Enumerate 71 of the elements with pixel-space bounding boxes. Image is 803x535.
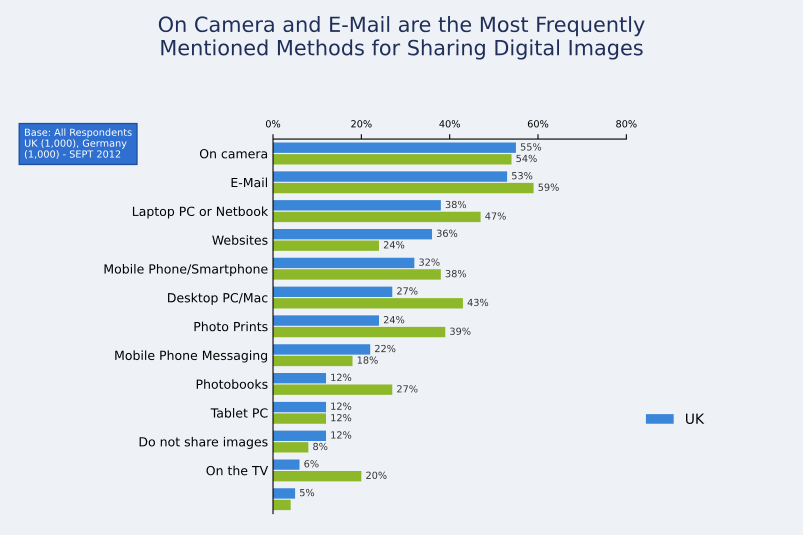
x-tick-label: 20% [351, 120, 372, 128]
data-label: 38% [446, 270, 466, 278]
x-tick-label: 0% [266, 120, 280, 128]
bar [273, 344, 370, 355]
data-label: 5% [300, 488, 314, 496]
bar [273, 326, 446, 338]
legend-label: UK [686, 414, 704, 424]
bar [273, 298, 463, 308]
bar [273, 258, 414, 268]
y-tick-label: On the TV [206, 466, 268, 476]
data-label: 47% [485, 212, 506, 220]
y-tick-label: Websites [212, 235, 268, 245]
y-tick-label: Tablet PC [210, 408, 268, 418]
data-label: 27% [397, 287, 418, 295]
y-tick-label: Photo Prints [194, 322, 268, 332]
bar [273, 269, 441, 280]
bar [273, 200, 441, 211]
y-tick-label: Mobile Phone Messaging [115, 350, 268, 363]
data-label: 43% [468, 298, 488, 306]
data-label: 24% [384, 316, 404, 324]
data-label: 39% [450, 328, 471, 335]
y-tick-label: Photobooks [196, 379, 268, 389]
bar [273, 228, 432, 240]
bar [273, 488, 296, 499]
bar [273, 171, 508, 182]
y-tick-label: Mobile Phone/Smartphone [104, 264, 268, 276]
data-label: 20% [366, 472, 387, 479]
y-tick-label: On camera [200, 148, 268, 158]
bar [273, 373, 326, 384]
bar [273, 430, 326, 442]
data-label: 18% [358, 356, 378, 364]
x-tick-label: 40% [439, 120, 460, 128]
x-tick-label: 80% [616, 120, 637, 128]
bar [273, 212, 481, 222]
data-label: 22% [375, 344, 396, 352]
bar [273, 470, 362, 482]
data-label: 54% [516, 154, 537, 162]
data-label: 24% [384, 241, 404, 249]
data-label: 55% [520, 143, 542, 151]
data-label: 12% [331, 402, 352, 410]
bar [273, 459, 300, 470]
y-tick-label: Desktop PC/Mac [168, 292, 268, 305]
text: Base: All Respondents UK (1,000), Germany (1,000) - SEPT 2012 [24, 128, 132, 159]
data-label: 12% [331, 374, 352, 382]
bar [273, 500, 291, 510]
bar [273, 402, 326, 412]
bar [273, 182, 534, 194]
bar [273, 356, 353, 366]
bar [273, 154, 512, 164]
bar [273, 384, 392, 395]
data-label: 12% [331, 431, 352, 439]
bar [273, 315, 380, 326]
data-label: 38% [446, 200, 466, 208]
data-label: 27% [397, 385, 418, 393]
chart-title: On Camera and E-Mail are the Most Frequently Mentioned Methods for Sharing Digital Images [158, 16, 645, 60]
y-tick-label: Do not share images [140, 436, 268, 449]
data-label: 8% [313, 442, 328, 450]
bar [273, 286, 392, 297]
data-label: 59% [538, 184, 559, 191]
data-label: 12% [331, 414, 352, 422]
bar [273, 240, 380, 251]
bar [273, 442, 308, 453]
y-tick-label: Laptop PC or Netbook [132, 206, 268, 218]
data-label: 32% [419, 258, 440, 266]
y-tick-label: E-Mail [232, 178, 267, 188]
data-label: 53% [512, 172, 532, 180]
bar [273, 142, 516, 153]
data-label: 6% [304, 460, 319, 468]
x-tick-label: 60% [528, 120, 548, 128]
bar [273, 413, 326, 424]
data-label: 36% [436, 230, 458, 237]
